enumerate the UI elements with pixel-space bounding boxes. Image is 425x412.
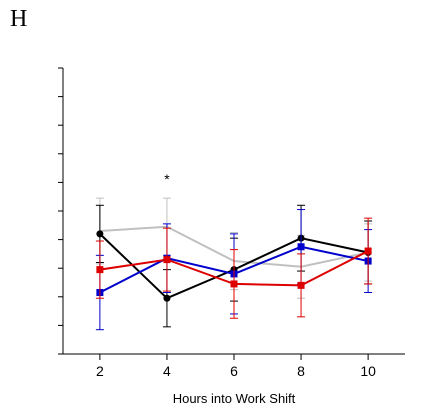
data-point bbox=[297, 281, 305, 289]
data-point bbox=[230, 280, 238, 288]
chart-annotations: * bbox=[164, 171, 170, 187]
data-point bbox=[364, 247, 372, 255]
x-axis-title: Hours into Work Shift bbox=[173, 391, 296, 406]
x-tick-label: 6 bbox=[230, 363, 238, 379]
panel-label: H bbox=[10, 6, 28, 32]
chart-axes: 2 4 6 8 10 bbox=[58, 67, 405, 379]
significance-marker: * bbox=[164, 171, 170, 187]
x-tick-label: 8 bbox=[297, 363, 305, 379]
data-point bbox=[163, 294, 171, 302]
x-tick-label: 10 bbox=[360, 363, 376, 379]
data-point bbox=[96, 230, 104, 238]
series-3 bbox=[95, 217, 373, 319]
data-point bbox=[96, 266, 104, 274]
data-point bbox=[163, 256, 171, 264]
data-point bbox=[297, 243, 305, 251]
chart-series bbox=[95, 197, 373, 331]
x-tick-label: 4 bbox=[163, 363, 171, 379]
x-tick-label: 2 bbox=[96, 363, 104, 379]
